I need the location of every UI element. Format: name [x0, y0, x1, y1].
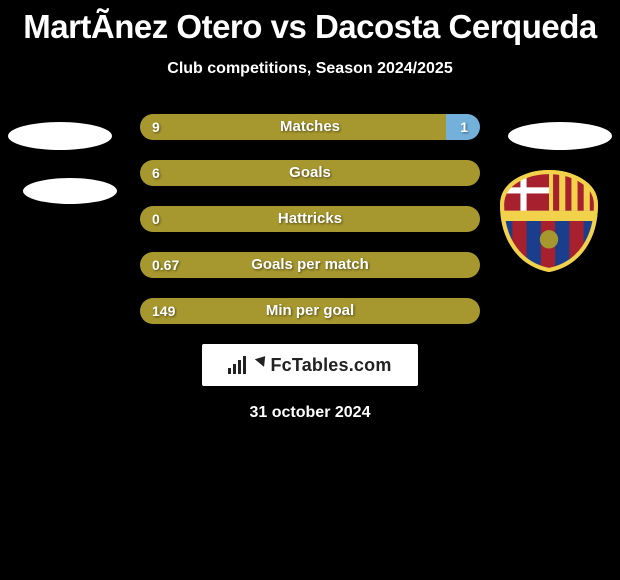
stat-label: Matches — [140, 114, 480, 140]
team-badge-left-placeholder — [8, 122, 112, 150]
logo-text: FcTables.com — [270, 355, 391, 376]
page-title: MartÃ­nez Otero vs Dacosta Cerqueda — [0, 0, 620, 46]
stat-value-left: 9 — [152, 114, 160, 140]
stat-label: Min per goal — [140, 298, 480, 324]
stat-value-right: 1 — [460, 114, 468, 140]
fctables-logo: FcTables.com — [202, 344, 418, 386]
stat-row: Goals per match0.67 — [140, 252, 480, 278]
stat-row: Goals6 — [140, 160, 480, 186]
page-date: 31 october 2024 — [0, 404, 620, 422]
fcb-crest-icon — [498, 170, 600, 272]
stat-value-left: 0 — [152, 206, 160, 232]
stat-row: Matches9 1 — [140, 114, 480, 140]
stat-value-left: 0.67 — [152, 252, 179, 278]
stat-value-left: 6 — [152, 160, 160, 186]
team-badge-left-secondary-placeholder — [23, 178, 117, 204]
logo-bars-icon — [228, 356, 246, 374]
stat-value-left: 149 — [152, 298, 175, 324]
stat-row: Min per goal149 — [140, 298, 480, 324]
logo-arrow-icon — [255, 352, 270, 367]
stat-row: Hattricks0 — [140, 206, 480, 232]
stat-label: Hattricks — [140, 206, 480, 232]
team-badge-right-placeholder — [508, 122, 612, 150]
stat-label: Goals per match — [140, 252, 480, 278]
page-subtitle: Club competitions, Season 2024/2025 — [0, 60, 620, 78]
stat-label: Goals — [140, 160, 480, 186]
